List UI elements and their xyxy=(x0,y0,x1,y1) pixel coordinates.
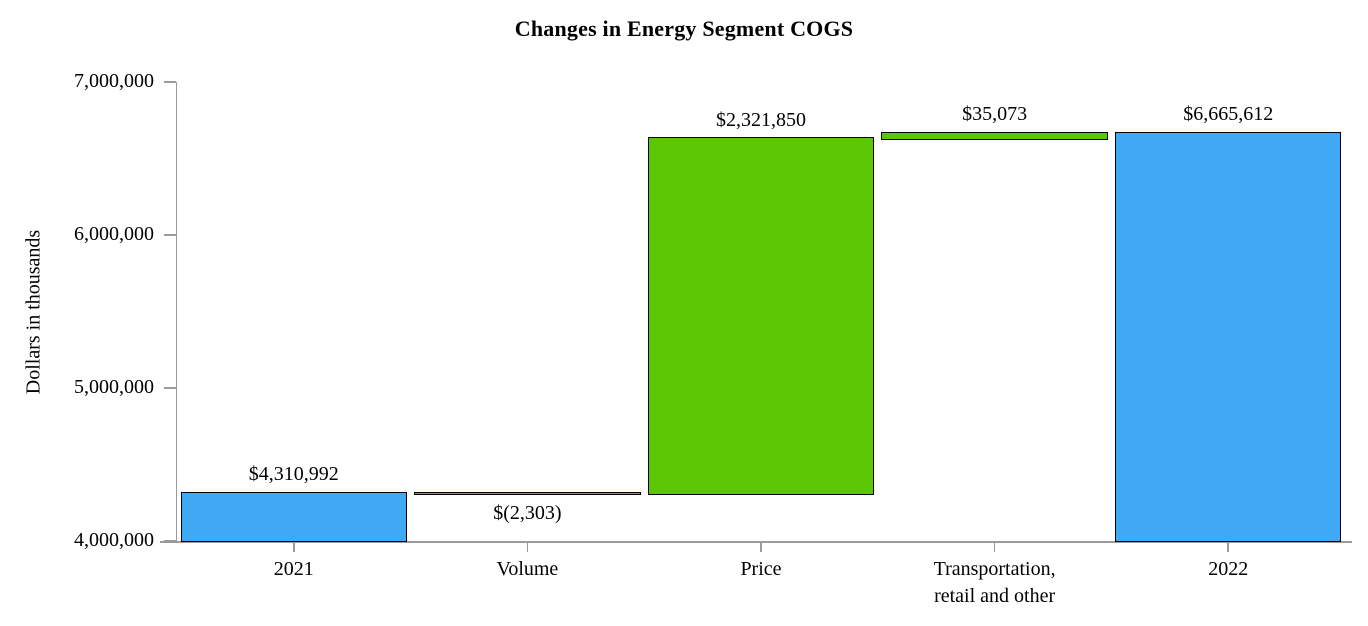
y-tick-mark xyxy=(163,387,176,389)
y-axis-title: Dollars in thousands xyxy=(22,229,45,395)
y-tick-label: 7,000,000 xyxy=(74,70,154,92)
x-tick-label: 2021 xyxy=(273,558,314,580)
x-tick-mark xyxy=(526,542,529,552)
bar-value-label: $6,665,612 xyxy=(1183,103,1274,126)
bar xyxy=(881,131,1108,141)
x-tick-label: 2022 xyxy=(1208,558,1249,580)
bar xyxy=(1114,131,1342,543)
y-tick-mark xyxy=(163,234,176,236)
x-tick-mark xyxy=(993,542,996,552)
y-tick-label: 6,000,000 xyxy=(74,223,154,245)
y-tick-mark xyxy=(163,81,176,83)
bar-value-label: $4,310,992 xyxy=(248,463,339,486)
bar xyxy=(180,491,408,543)
x-tick-label: Price xyxy=(740,558,782,580)
plot-area: 4,000,000 5,000,000 6,000,000 7,000,000 2021… xyxy=(74,70,1352,607)
y-tick-mark xyxy=(163,540,176,542)
bar xyxy=(647,137,875,496)
x-tick-label: Transportation, retail and other xyxy=(933,558,1056,607)
bar xyxy=(414,491,641,496)
chart-title: Changes in Energy Segment COGS xyxy=(514,16,854,41)
bar-value-label: $(2,303) xyxy=(493,501,562,524)
bar-value-label: $2,321,850 xyxy=(715,108,806,131)
x-tick-mark xyxy=(293,542,295,552)
bar-value-label: $35,073 xyxy=(962,103,1028,126)
x-tick-mark xyxy=(760,542,762,552)
y-tick-label: 4,000,000 xyxy=(74,529,154,551)
x-tick-mark xyxy=(1227,542,1229,552)
x-tick-label: Volume xyxy=(496,558,559,580)
y-tick-label: 5,000,000 xyxy=(74,376,154,398)
x-axis-line xyxy=(160,541,1352,543)
y-axis-line xyxy=(175,82,177,543)
